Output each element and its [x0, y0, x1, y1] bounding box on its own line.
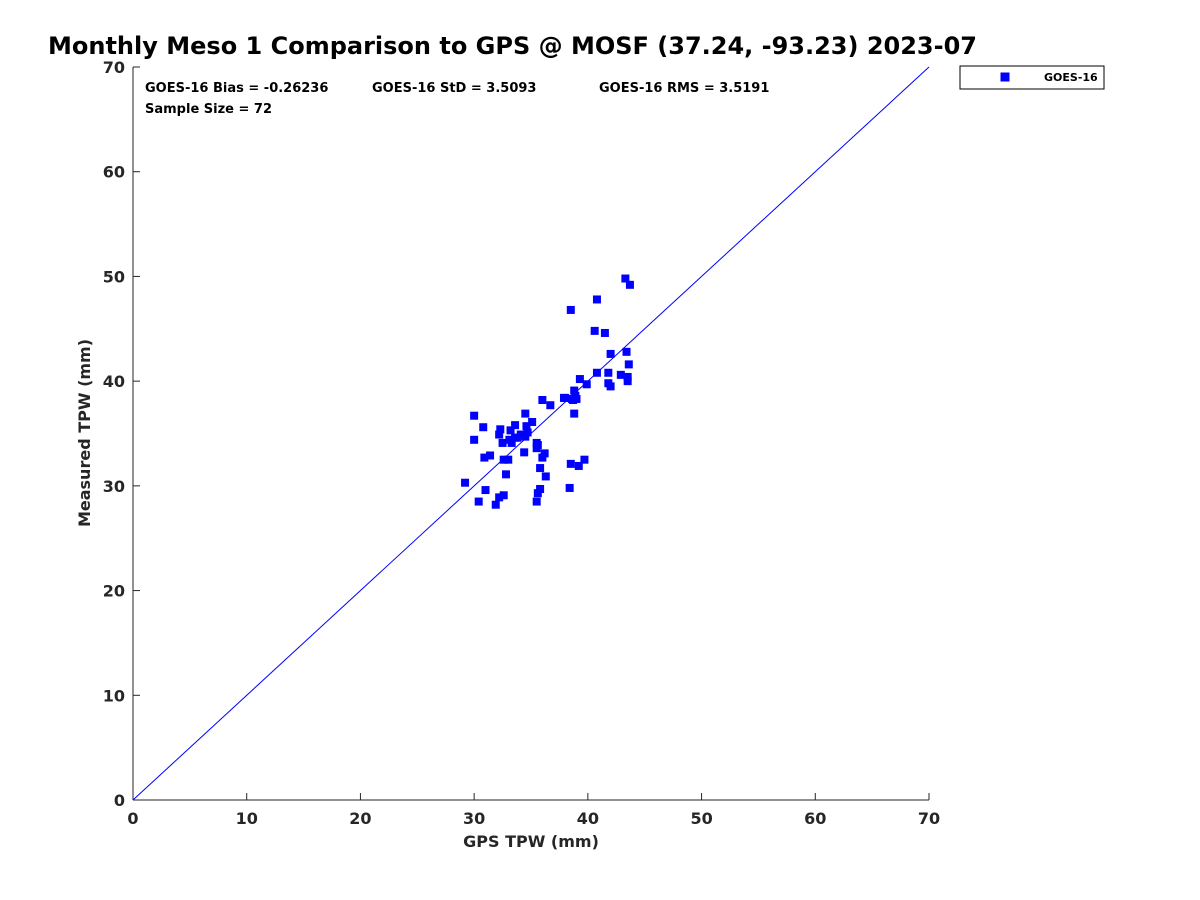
x-tick-label: 0 — [127, 809, 138, 828]
x-tick-label: 70 — [918, 809, 940, 828]
data-point — [592, 295, 601, 304]
data-point — [520, 448, 529, 457]
data-point — [566, 305, 575, 314]
data-point — [521, 432, 530, 441]
data-point — [501, 470, 510, 479]
data-point — [546, 401, 555, 410]
data-point — [565, 483, 574, 492]
data-point — [566, 459, 575, 468]
data-point — [536, 464, 545, 473]
data-point — [506, 426, 515, 435]
data-point — [495, 430, 504, 439]
data-point — [491, 500, 500, 509]
data-point — [625, 280, 634, 289]
data-point — [461, 478, 470, 487]
data-point — [479, 423, 488, 432]
data-point — [504, 455, 513, 464]
data-point — [474, 497, 483, 506]
data-point — [499, 455, 508, 464]
data-point — [570, 409, 579, 418]
data-point — [540, 449, 549, 458]
data-point — [522, 422, 531, 431]
y-tick-label: 30 — [103, 477, 125, 496]
data-point — [486, 451, 495, 460]
data-point — [538, 453, 547, 462]
data-point — [496, 425, 505, 434]
data-point — [622, 347, 631, 356]
x-axis-label: GPS TPW (mm) — [463, 832, 599, 851]
x-tick-label: 50 — [690, 809, 712, 828]
y-tick-label: 0 — [114, 791, 125, 810]
y-tick-label: 60 — [103, 163, 125, 182]
x-tick-label: 40 — [577, 809, 599, 828]
data-point — [533, 441, 542, 450]
data-point — [624, 360, 633, 369]
data-point — [495, 493, 504, 502]
data-point — [621, 274, 630, 283]
data-point — [582, 380, 591, 389]
data-point — [590, 326, 599, 335]
data-point — [580, 455, 589, 464]
data-point — [470, 435, 479, 444]
x-tick-label: 30 — [463, 809, 485, 828]
data-point — [528, 417, 537, 426]
data-point — [521, 409, 530, 418]
data-point — [511, 421, 520, 430]
chart-title: Monthly Meso 1 Comparison to GPS @ MOSF … — [48, 32, 977, 60]
data-point — [523, 428, 532, 437]
data-point — [570, 386, 579, 395]
y-tick-label: 50 — [103, 267, 125, 286]
data-point — [623, 377, 632, 386]
y-tick-label: 10 — [103, 686, 125, 705]
data-point — [623, 372, 632, 381]
y-tick-label: 70 — [103, 58, 125, 77]
x-tick-label: 10 — [236, 809, 258, 828]
plot-area: 0 10 20 30 40 50 60 70 0 10 20 30 40 50 60 70 — [103, 58, 940, 828]
x-tick-label: 20 — [349, 809, 371, 828]
data-point — [616, 370, 625, 379]
data-point — [499, 491, 508, 500]
stat-bias: GOES-16 Bias = -0.26236 — [145, 81, 328, 96]
stat-rms: GOES-16 RMS = 3.5191 — [599, 81, 769, 96]
data-point — [480, 453, 489, 462]
data-point — [536, 484, 545, 493]
legend-marker — [1000, 72, 1010, 82]
data-point — [470, 411, 479, 420]
data-point — [532, 497, 541, 506]
data-point — [592, 368, 601, 377]
data-point — [538, 395, 547, 404]
y-tick-label: 40 — [103, 372, 125, 391]
y-tick-label: 20 — [103, 582, 125, 601]
data-point — [606, 382, 615, 391]
data-point — [559, 393, 568, 402]
x-tick-label: 60 — [804, 809, 826, 828]
data-point — [507, 438, 516, 447]
data-point — [574, 461, 583, 470]
data-point — [498, 438, 507, 447]
data-point — [541, 472, 550, 481]
legend-label: GOES-16 — [1044, 71, 1098, 84]
stat-std: GOES-16 StD = 3.5093 — [372, 81, 536, 96]
legend-box — [959, 65, 1105, 90]
legend: GOES-16 — [959, 65, 1105, 90]
y-axis-label: Measured TPW (mm) — [75, 339, 94, 527]
data-point — [481, 486, 490, 495]
data-point — [604, 368, 613, 377]
stat-sample-size: Sample Size = 72 — [145, 102, 272, 117]
data-point — [513, 433, 522, 442]
data-point — [569, 395, 578, 404]
data-point — [575, 375, 584, 384]
data-point — [606, 349, 615, 358]
data-point — [600, 328, 609, 337]
data-point — [533, 489, 542, 498]
